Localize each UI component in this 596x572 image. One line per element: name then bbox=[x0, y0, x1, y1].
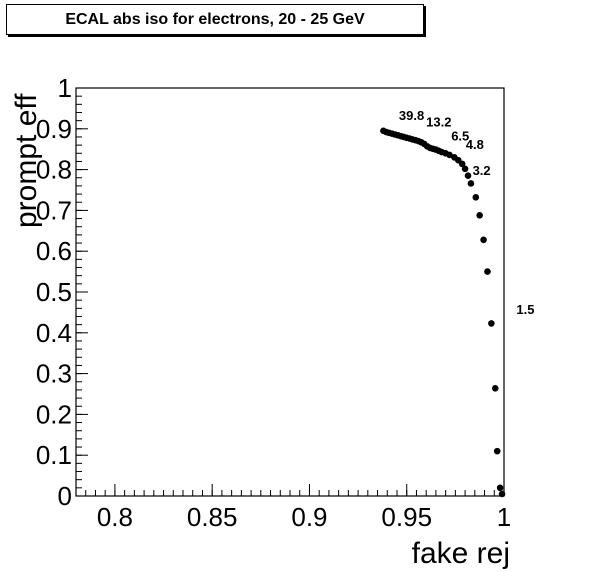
y-tick-label: 1 bbox=[58, 73, 72, 103]
data-point bbox=[484, 268, 491, 275]
data-point bbox=[491, 384, 499, 392]
data-point bbox=[467, 180, 475, 187]
chart-title: ECAL abs iso for electrons, 20 - 25 GeV bbox=[65, 11, 365, 28]
data-point bbox=[446, 151, 453, 159]
y-tick-label: 0 bbox=[58, 481, 72, 511]
data-point bbox=[472, 194, 480, 201]
y-tick-label: 0.2 bbox=[36, 399, 72, 429]
axes: 0.8 0.85 0.9 0.95 1 0 0.1 0.2 0.3 0.4 0.5 0.6 0.7 0.8… bbox=[36, 73, 511, 532]
y-tick-label: 0.8 bbox=[36, 155, 72, 185]
annotations: 39.8 13.26.54.8 3.2 1.5 bbox=[399, 108, 535, 317]
data-point bbox=[493, 447, 501, 455]
x-tick-label: 0.8 bbox=[97, 502, 133, 532]
annotation-label: 6.5 bbox=[451, 129, 469, 144]
y-tick-label: 0.5 bbox=[36, 277, 72, 307]
data-point bbox=[464, 172, 472, 180]
annotation-label: 13.2 bbox=[426, 114, 451, 129]
y-tick-label: 0.9 bbox=[36, 114, 72, 144]
annotation-label: 39.8 bbox=[399, 108, 424, 123]
y-tick-label: 0.6 bbox=[36, 236, 72, 266]
y-tick-label: 0.7 bbox=[36, 195, 72, 225]
y-tick-label: 0.3 bbox=[36, 359, 72, 389]
data-point bbox=[480, 236, 487, 244]
data-point bbox=[458, 160, 466, 168]
y-axis-label: prompt eff bbox=[10, 93, 43, 228]
annotation-label: 4.8 bbox=[466, 137, 484, 152]
x-tick-label: 1 bbox=[497, 502, 511, 532]
data-point bbox=[488, 320, 495, 327]
data-point bbox=[476, 211, 483, 219]
annotation-label: 1.5 bbox=[516, 302, 534, 317]
chart-title-box: ECAL abs iso for electrons, 20 - 25 GeV bbox=[6, 4, 424, 35]
x-axis-label: fake rej bbox=[412, 537, 510, 570]
y-tick-label: 0.1 bbox=[36, 440, 72, 470]
x-tick-label: 0.85 bbox=[187, 502, 238, 532]
data-point bbox=[496, 484, 504, 492]
data-point bbox=[461, 165, 469, 173]
x-tick-label: 0.95 bbox=[381, 502, 432, 532]
y-tick-label: 0.4 bbox=[36, 318, 72, 348]
x-tick-label: 0.9 bbox=[291, 502, 327, 532]
annotation-label: 3.2 bbox=[473, 163, 491, 178]
data-point bbox=[498, 490, 506, 498]
data-points bbox=[380, 127, 506, 498]
